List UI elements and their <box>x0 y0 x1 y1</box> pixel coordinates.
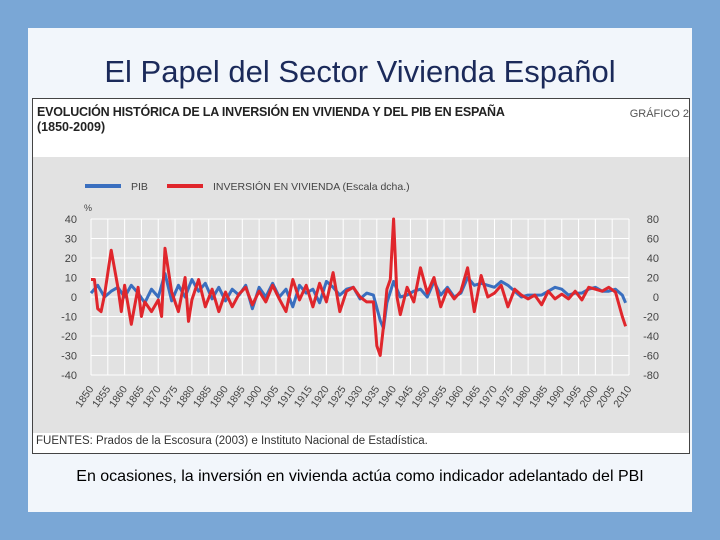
y-left-tick-label: -40 <box>61 370 77 382</box>
legend-label: PIB <box>131 181 148 193</box>
x-tick-label: 2010 <box>611 384 634 410</box>
y-left-tick-label: -20 <box>61 331 77 343</box>
y-right-tick-label: 40 <box>647 253 659 265</box>
y-right-tick-label: 20 <box>647 273 659 285</box>
y-left-tick-label: -10 <box>61 312 77 324</box>
line-chart: %403020100-10-20-30-40806040200-20-40-60… <box>61 180 659 410</box>
y-right-tick-label: -40 <box>643 331 659 343</box>
y-left-tick-label: 40 <box>65 214 77 226</box>
y-right-tick-label: 80 <box>647 214 659 226</box>
slide: El Papel del Sector Vivienda Español EVO… <box>28 28 692 512</box>
y-left-tick-label: -30 <box>61 351 77 363</box>
chart-title: EVOLUCIÓN HISTÓRICA DE LA INVERSIÓN EN V… <box>37 105 505 119</box>
y-left-unit: % <box>84 203 92 213</box>
chart-subtitle: (1850-2009) <box>37 120 106 134</box>
legend-label: INVERSIÓN EN VIVIENDA (Escala dcha.) <box>213 180 410 193</box>
series-line-inversion <box>91 217 628 357</box>
y-left-tick-label: 30 <box>65 234 77 246</box>
y-right-tick-label: -80 <box>643 370 659 382</box>
y-left-tick-label: 20 <box>65 253 77 265</box>
y-right-tick-label: 60 <box>647 234 659 246</box>
chart-figure-label: GRÁFICO 2 <box>629 108 689 120</box>
y-right-tick-label: -60 <box>643 351 659 363</box>
y-left-tick-label: 0 <box>71 292 77 304</box>
chart-figure: EVOLUCIÓN HISTÓRICA DE LA INVERSIÓN EN V… <box>32 98 690 454</box>
slide-title: El Papel del Sector Vivienda Español <box>104 54 616 89</box>
y-right-tick-label: 0 <box>653 292 659 304</box>
y-right-tick-label: -20 <box>643 312 659 324</box>
slide-caption: En ocasiones, la inversión en vivienda a… <box>76 468 644 485</box>
y-left-tick-label: 10 <box>65 273 77 285</box>
chart-source: FUENTES: Prados de la Escosura (2003) e … <box>36 435 428 447</box>
